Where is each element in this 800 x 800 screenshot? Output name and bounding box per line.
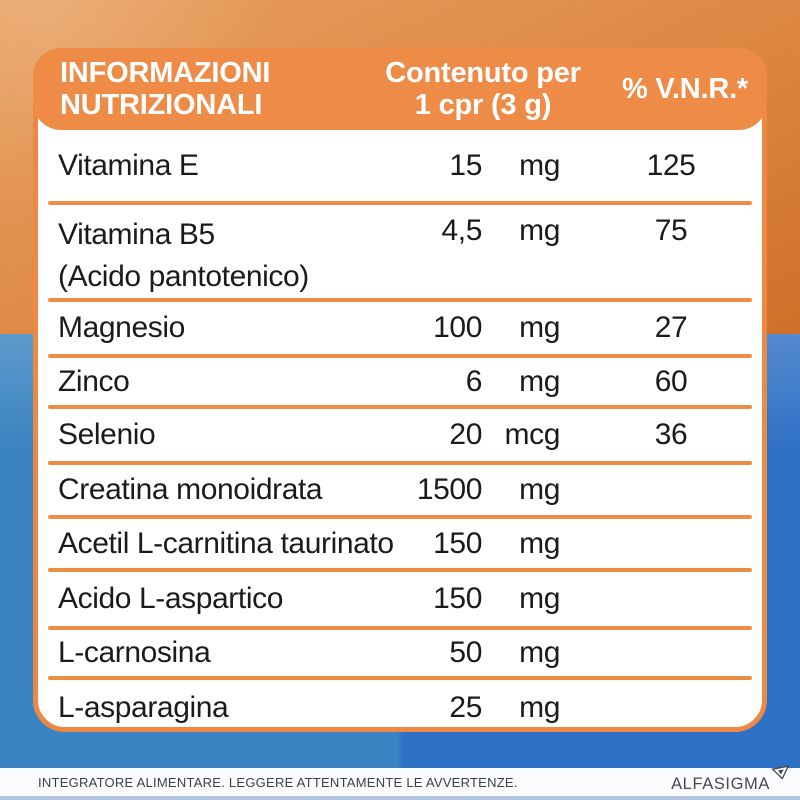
nutrient-name: Magnesio: [58, 311, 185, 344]
row-divider: [48, 201, 752, 205]
nutrient-name-line1: Vitamina B5: [58, 218, 215, 251]
disclaimer-text: INTEGRATORE ALIMENTARE. LEGGERE ATTENTAM…: [38, 774, 518, 790]
footer-accent-line: [0, 796, 800, 800]
nutrition-card: INFORMAZIONI NUTRIZIONALI Contenuto per …: [33, 48, 767, 732]
nutrient-name-line2: (Acido pantotenico): [58, 260, 309, 293]
nutrient-name: Vitamina B5 (Acido pantotenico): [38, 214, 398, 298]
col-header-content: Contenuto per 1 cpr (3 g): [363, 57, 603, 121]
row-divider: [48, 515, 752, 519]
row-divider: [48, 461, 752, 465]
table-row: Magnesio 100 mg 27: [38, 302, 762, 354]
header-title-line2: NUTRIZIONALI: [60, 89, 263, 121]
nutrient-name: Vitamina E: [58, 148, 199, 182]
table-row: Creatina monoidrata 1500 mg: [38, 465, 762, 515]
amount-unit: mg: [519, 214, 560, 247]
amount-unit: mcg: [504, 418, 561, 451]
table-row: Vitamina E 15 mg 125: [38, 130, 762, 201]
row-divider: [48, 626, 752, 630]
nutrient-name: Acetil L-carnitina taurinato: [58, 526, 394, 560]
row-divider: [48, 568, 752, 572]
amount-value: 150: [433, 582, 482, 615]
vnr-value: 125: [646, 148, 696, 182]
row-divider: [48, 298, 752, 302]
amount-unit: mg: [519, 526, 560, 560]
nutrient-name: L-carnosina: [58, 636, 211, 669]
row-divider: [48, 676, 752, 680]
amount-value: 20: [449, 418, 482, 451]
col-header-vnr: % V.N.R.*: [621, 73, 749, 105]
amount-value: 25: [449, 691, 482, 724]
brand-name: ALFASIGMA: [671, 774, 770, 793]
amount-value: 15: [449, 148, 482, 182]
table-row: Acetil L-carnitina taurinato 150 mg: [38, 519, 762, 568]
header-title: INFORMAZIONI NUTRIZIONALI: [33, 57, 363, 121]
amount-value: 150: [433, 526, 482, 560]
amount-value: 100: [433, 311, 482, 344]
table-row: L-carnosina 50 mg: [38, 630, 762, 676]
amount-unit: mg: [519, 691, 560, 724]
footer-bar: INTEGRATORE ALIMENTARE. LEGGERE ATTENTAM…: [0, 765, 800, 796]
nutrient-name: Acido L-aspartico: [58, 582, 283, 615]
table-row: Acido L-aspartico 150 mg: [38, 572, 762, 626]
amount-value: 6: [465, 364, 483, 398]
vnr-value: 60: [654, 364, 688, 398]
brand-triangle-icon: [771, 765, 790, 785]
amount-value: 4,5: [441, 214, 482, 247]
card-header: INFORMAZIONI NUTRIZIONALI Contenuto per …: [33, 48, 767, 130]
nutrient-name: Creatina monoidrata: [58, 473, 323, 506]
amount-unit: mg: [519, 582, 560, 615]
header-title-line1: INFORMAZIONI: [60, 57, 271, 89]
nutrient-name: Zinco: [58, 364, 130, 398]
amount-unit: mg: [519, 364, 560, 398]
nutrient-name: Selenio: [58, 418, 156, 451]
table-row: Vitamina B5 (Acido pantotenico) 4,5 mg 7…: [38, 205, 762, 298]
amount-unit: mg: [519, 636, 560, 669]
vnr-value: 75: [654, 214, 688, 247]
amount-value: 1500: [416, 473, 483, 506]
table-row: L-asparagina 25 mg: [38, 680, 762, 727]
row-divider: [48, 354, 752, 358]
table-row: Selenio 20 mcg 36: [38, 409, 762, 461]
table-row: Zinco 6 mg 60: [38, 358, 762, 405]
col-header-content-line2: 1 cpr (3 g): [414, 89, 552, 121]
amount-unit: mg: [519, 311, 560, 344]
col-header-content-line1: Contenuto per: [385, 57, 581, 89]
brand-logo: ALFASIGMA: [671, 765, 790, 793]
nutrient-name: L-asparagina: [58, 691, 229, 724]
vnr-value: 36: [654, 418, 688, 451]
vnr-value: 27: [654, 311, 688, 344]
amount-unit: mg: [519, 473, 560, 506]
nutrient-table: Vitamina E 15 mg 125 Vitamina B5 (Acido …: [38, 130, 762, 727]
row-divider: [48, 405, 752, 409]
amount-unit: mg: [519, 148, 560, 182]
amount-value: 50: [449, 636, 482, 669]
